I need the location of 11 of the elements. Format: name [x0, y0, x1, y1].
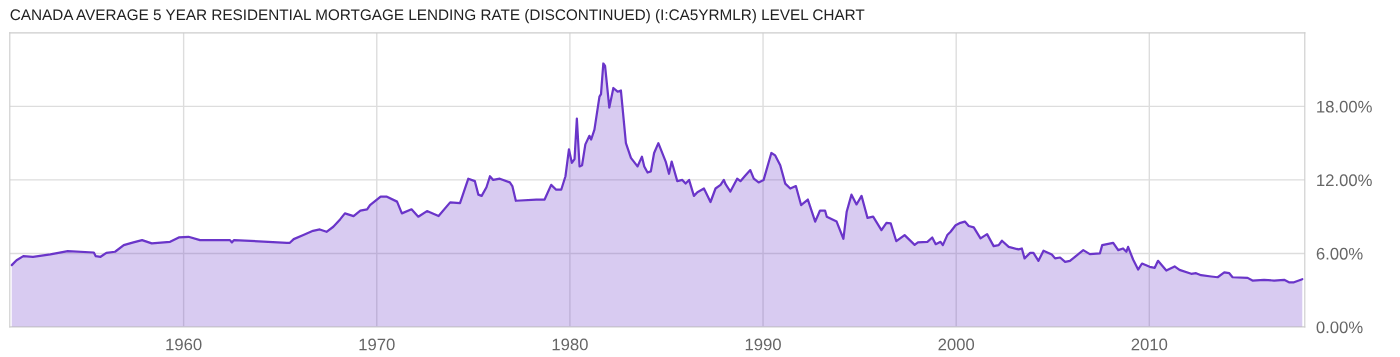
x-tick-label: 1960 [166, 338, 202, 351]
chart-title: CANADA AVERAGE 5 YEAR RESIDENTIAL MORTGAGE LENDING RATE (DISCONTINUED) (I:CA5YRMLR) LEVEL CHART [10, 8, 865, 24]
x-tick-label: 1980 [552, 338, 588, 351]
y-tick-label: 0.00% [1316, 321, 1363, 334]
y-tick-label: 6.00% [1316, 247, 1363, 260]
x-tick-label: 2010 [1131, 338, 1168, 351]
x-tick-label: 2000 [938, 338, 975, 351]
y-tick-label: 12.00% [1317, 174, 1372, 187]
x-tick-label: 1990 [745, 338, 781, 351]
y-tick-label: 18.00% [1317, 100, 1372, 113]
x-tick-label: 1970 [359, 338, 395, 351]
